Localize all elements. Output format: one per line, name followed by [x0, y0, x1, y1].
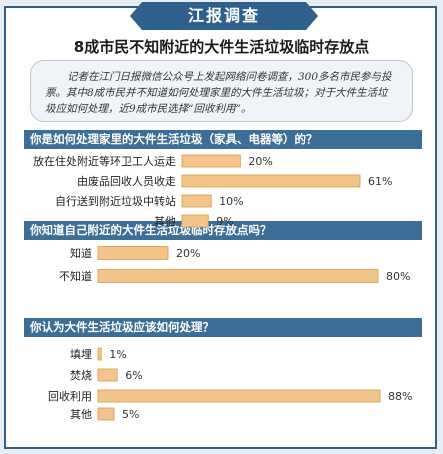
value-label: 80% [386, 270, 410, 283]
question-2-title: 你知道自己附近的大件生活垃圾临时存放点吗？ [24, 221, 422, 240]
bar [181, 194, 212, 208]
category-label: 自行送到附近垃圾中转站 [55, 194, 176, 208]
category-label: 由废品回收人员收走 [77, 174, 176, 188]
bar [181, 214, 209, 228]
category-label: 其他 [154, 215, 176, 228]
question-1-title: 你是如何处理家里的大件生活垃圾（家具、电器等）的？ [24, 130, 422, 149]
bar [97, 246, 169, 260]
chart-preferred-disposal: 填埋 1% 焚烧 6% 回收利用 88% 其他 5% [48, 347, 412, 421]
bar [181, 174, 361, 188]
chart-awareness: 知道 20% 不知道 80% [59, 246, 410, 283]
value-label: 1% [109, 348, 126, 361]
bar [97, 368, 118, 382]
bar [97, 347, 102, 361]
bar [97, 407, 115, 421]
value-label: 61% [368, 175, 392, 188]
bar [97, 389, 381, 403]
category-label: 其他 [70, 408, 92, 421]
section-banner: 江报调查 [130, 2, 318, 30]
value-label: 88% [388, 390, 412, 403]
category-label: 回收利用 [48, 389, 92, 403]
intro-text: 记者在江门日报微信公众号上发起网络问卷调查，300多名市民参与投票。其中8成市民… [30, 60, 413, 122]
bar [97, 269, 379, 283]
category-label: 不知道 [59, 269, 92, 283]
value-label: 20% [248, 155, 272, 168]
value-label: 20% [176, 247, 200, 260]
category-label: 填埋 [70, 347, 92, 361]
question-3-title: 你认为大件生活垃圾应该如何处理？ [24, 318, 422, 337]
value-label: 10% [219, 195, 243, 208]
bar [181, 154, 241, 168]
value-label: 6% [125, 369, 142, 382]
value-label: 5% [122, 408, 139, 421]
category-label: 知道 [70, 246, 92, 260]
category-label: 放在住处附近等环卫工人运走 [33, 154, 176, 168]
chart-handling-methods: 放在住处附近等环卫工人运走 20% 由废品回收人员收走 61% 自行送到附近垃圾中转站 1… [33, 154, 392, 228]
headline: 8成市民不知附近的大件生活垃圾临时存放点 [73, 38, 370, 56]
category-label: 焚烧 [70, 369, 92, 382]
value-label: 9% [216, 215, 233, 228]
